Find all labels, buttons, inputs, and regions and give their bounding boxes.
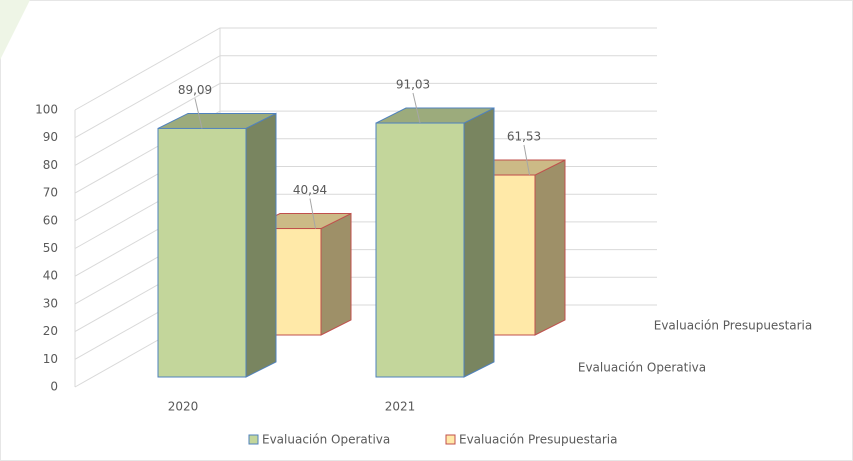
legend-swatch bbox=[248, 434, 259, 445]
data-label: 40,94 bbox=[293, 183, 327, 197]
y-tick-label: 100 bbox=[35, 103, 58, 117]
x-tick-label: 2021 bbox=[385, 400, 416, 414]
leader-line bbox=[194, 98, 203, 129]
legend-swatch bbox=[445, 434, 456, 445]
y-tick-label: 0 bbox=[50, 380, 58, 394]
leader-line bbox=[309, 198, 316, 229]
leader-line bbox=[412, 92, 421, 124]
bar-side bbox=[245, 112, 277, 378]
bar bbox=[157, 127, 247, 378]
bar-side bbox=[463, 107, 495, 378]
y-tick-label: 40 bbox=[43, 269, 58, 283]
y-tick-label: 90 bbox=[43, 130, 58, 144]
bar-side bbox=[320, 212, 352, 336]
data-label: 61,53 bbox=[507, 130, 541, 144]
x-tick-label: 2020 bbox=[168, 400, 199, 414]
legend-label: Evaluación Presupuestaria bbox=[459, 433, 618, 447]
depth-label: Evaluación Operativa bbox=[578, 361, 706, 375]
y-tick-label: 30 bbox=[43, 296, 58, 310]
y-tick-label: 20 bbox=[43, 324, 58, 338]
legend-label: Evaluación Operativa bbox=[262, 433, 390, 447]
y-tick-label: 50 bbox=[43, 241, 58, 255]
leader-line bbox=[523, 144, 530, 176]
bar bbox=[375, 122, 465, 378]
y-tick-label: 70 bbox=[43, 186, 58, 200]
y-tick-label: 80 bbox=[43, 158, 58, 172]
y-tick-label: 60 bbox=[43, 213, 58, 227]
y-tick-label: 10 bbox=[43, 352, 58, 366]
bar-side bbox=[534, 159, 566, 336]
data-label: 91,03 bbox=[396, 78, 430, 92]
decor bbox=[0, 0, 30, 60]
data-label: 89,09 bbox=[178, 83, 212, 97]
depth-label: Evaluación Presupuestaria bbox=[654, 319, 813, 333]
